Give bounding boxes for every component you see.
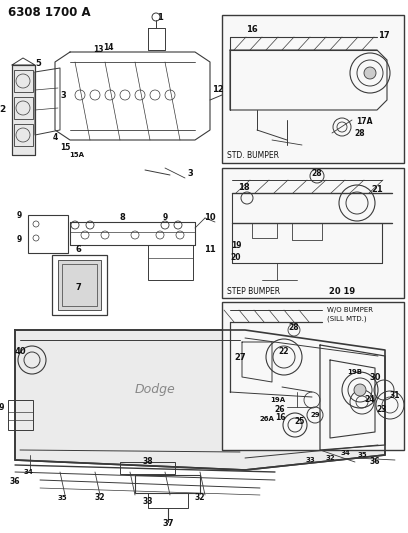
Text: 7: 7	[75, 284, 81, 293]
Bar	[148, 493, 188, 508]
Text: 15: 15	[60, 143, 70, 152]
Bar	[52, 255, 107, 315]
Text: 20 19: 20 19	[329, 287, 355, 295]
Text: 19B: 19B	[348, 369, 362, 375]
Text: 6308 1700 A: 6308 1700 A	[8, 5, 91, 19]
Text: 32: 32	[325, 455, 335, 461]
Text: 35: 35	[357, 452, 367, 458]
Text: 21: 21	[371, 185, 383, 195]
Bar	[222, 302, 404, 450]
Text: W/O BUMPER: W/O BUMPER	[327, 307, 373, 313]
Text: 22: 22	[279, 348, 289, 357]
Bar	[148, 245, 193, 280]
Text: 4: 4	[52, 133, 58, 142]
Text: 3: 3	[60, 91, 66, 100]
Text: 16: 16	[275, 414, 285, 423]
Bar	[8, 400, 33, 430]
Text: 36: 36	[10, 478, 20, 487]
Text: 26A: 26A	[259, 416, 275, 422]
Bar	[120, 462, 175, 474]
Text: 14: 14	[103, 44, 113, 52]
Text: 26: 26	[275, 405, 285, 414]
Text: 13: 13	[93, 45, 103, 54]
Text: 5: 5	[35, 59, 41, 68]
Text: 35: 35	[57, 495, 67, 501]
Text: 8: 8	[119, 214, 125, 222]
Text: 19A: 19A	[271, 397, 286, 403]
Text: STD. BUMPER: STD. BUMPER	[227, 150, 279, 159]
Text: 6: 6	[75, 246, 81, 254]
Bar	[14, 97, 33, 119]
Text: 32: 32	[195, 494, 205, 503]
Text: 18: 18	[238, 183, 250, 192]
Text: 36: 36	[370, 457, 380, 466]
Text: 27: 27	[234, 352, 246, 361]
Text: 12: 12	[212, 85, 224, 94]
Text: 38: 38	[143, 457, 153, 466]
Text: 29: 29	[310, 412, 320, 418]
Text: 23: 23	[377, 406, 387, 415]
Bar	[222, 15, 404, 163]
Text: 28: 28	[289, 322, 299, 332]
Text: 28: 28	[312, 168, 322, 177]
Text: 31: 31	[390, 391, 400, 400]
Text: 25: 25	[295, 417, 305, 426]
Text: 37: 37	[162, 520, 174, 529]
Text: 17A: 17A	[356, 117, 372, 125]
Text: (SILL MTD.): (SILL MTD.)	[327, 316, 367, 322]
Bar	[222, 168, 404, 298]
Text: 2: 2	[0, 106, 6, 115]
Text: 40: 40	[14, 348, 26, 357]
Bar	[135, 475, 200, 493]
Bar	[14, 124, 33, 146]
Bar	[62, 264, 97, 306]
Text: 17: 17	[378, 30, 390, 39]
Text: 9: 9	[17, 211, 22, 220]
Bar	[58, 260, 101, 310]
Text: 34: 34	[340, 450, 350, 456]
Text: 33: 33	[305, 457, 315, 463]
Text: 34: 34	[23, 469, 33, 475]
Circle shape	[354, 384, 366, 396]
Text: 9: 9	[17, 236, 22, 245]
Polygon shape	[15, 330, 385, 470]
Text: 10: 10	[204, 214, 216, 222]
Text: 3: 3	[187, 168, 193, 177]
Text: 30: 30	[369, 374, 381, 383]
Text: 20: 20	[231, 254, 241, 262]
Circle shape	[364, 67, 376, 79]
Text: 32: 32	[95, 494, 105, 503]
Bar	[12, 65, 35, 155]
Text: 15A: 15A	[69, 152, 84, 158]
Text: Dodge: Dodge	[135, 384, 175, 397]
Text: 28: 28	[355, 130, 365, 139]
Bar	[14, 70, 33, 92]
Text: 16: 16	[246, 26, 258, 35]
Text: 1: 1	[157, 12, 163, 21]
Text: 19: 19	[231, 241, 241, 251]
Text: 24: 24	[365, 394, 375, 403]
Text: 39: 39	[0, 403, 5, 413]
Text: 33: 33	[143, 497, 153, 506]
Text: 11: 11	[204, 246, 216, 254]
Bar	[28, 215, 68, 253]
Text: 9: 9	[162, 214, 168, 222]
Text: STEP BUMPER: STEP BUMPER	[227, 287, 280, 295]
